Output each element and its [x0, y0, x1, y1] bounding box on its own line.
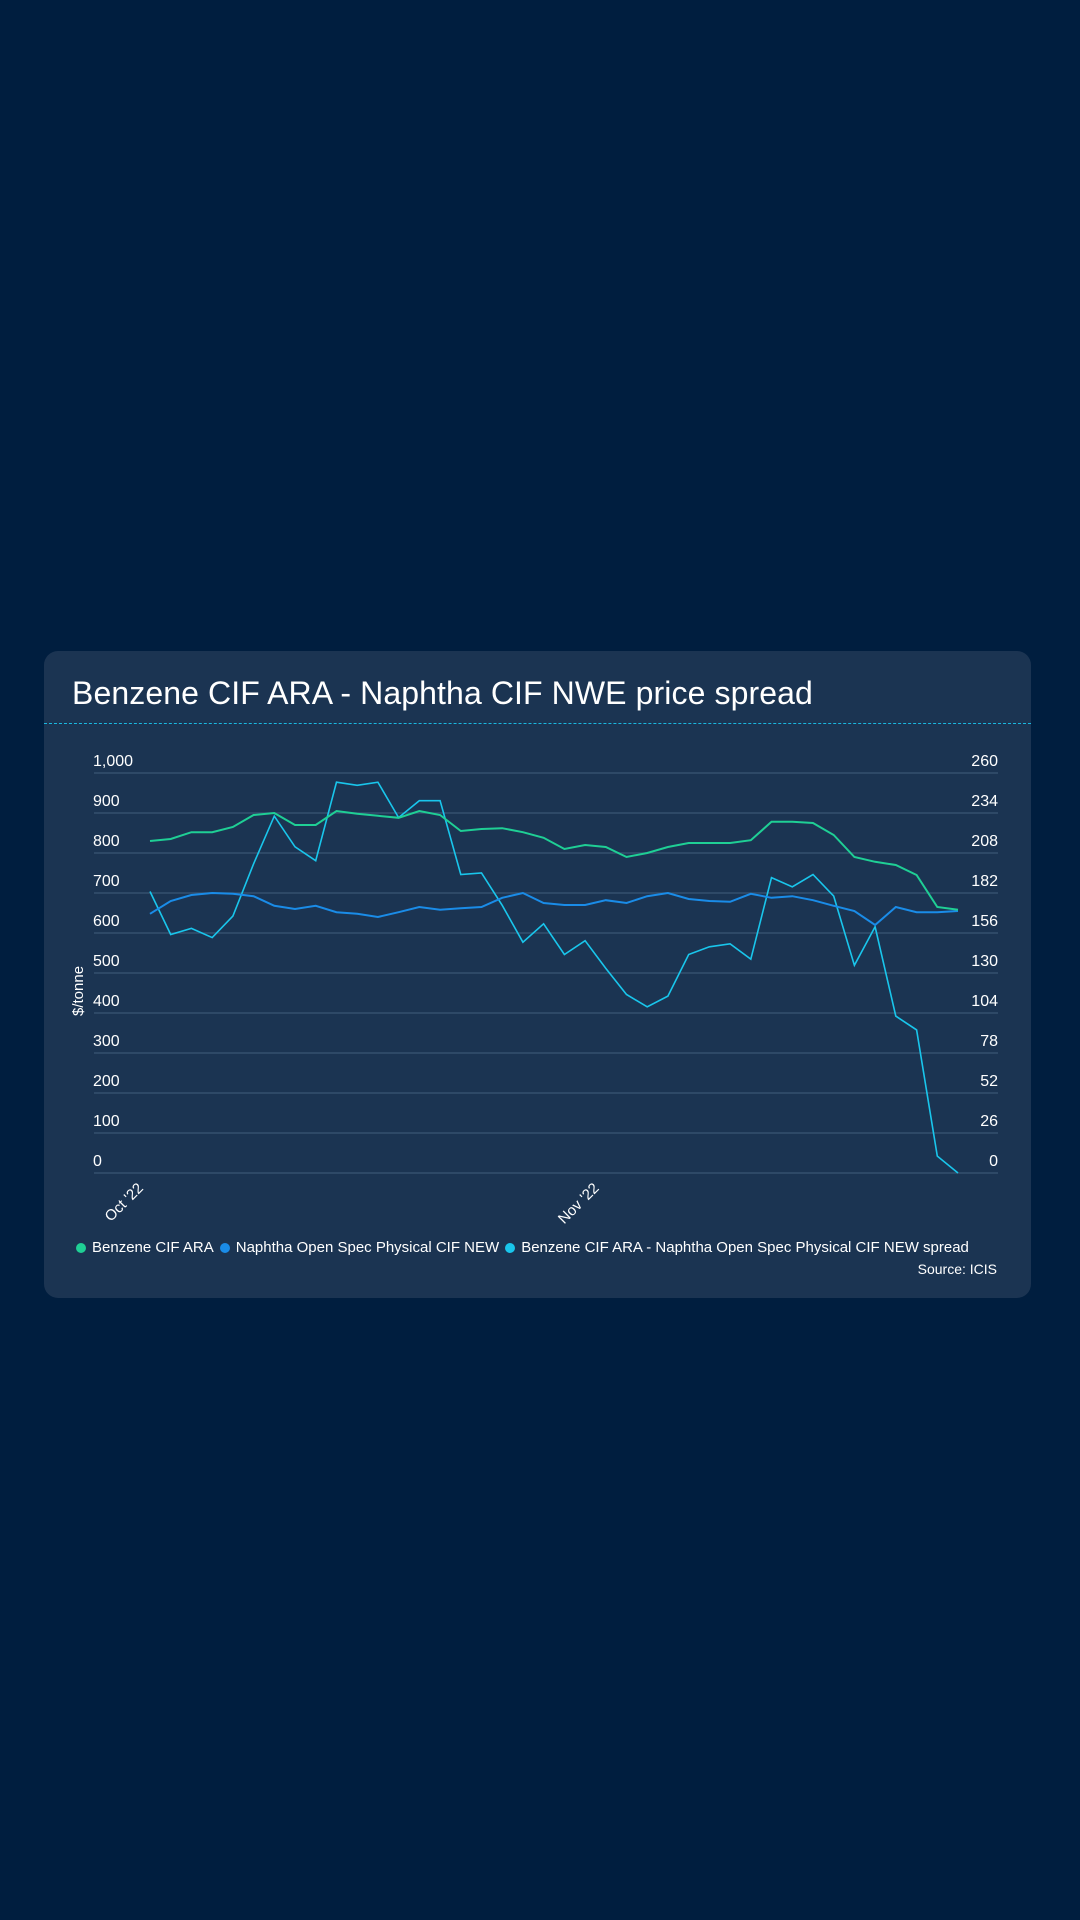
legend-item[interactable]: Naphtha Open Spec Physical CIF NEW — [219, 1239, 500, 1256]
y-tick-label: 600 — [93, 913, 120, 930]
y2-tick-label: 234 — [971, 793, 998, 810]
legend-dot-icon — [505, 1242, 516, 1253]
y2-tick-label: 260 — [971, 753, 998, 770]
chart-legend: Benzene CIF ARA Naphtha Open Spec Physica… — [76, 1239, 975, 1256]
y2-tick-label: 0 — [989, 1153, 998, 1170]
y-tick-label: 1,000 — [93, 753, 133, 770]
title-divider — [44, 723, 1031, 724]
y-tick-label: 200 — [93, 1073, 120, 1090]
x-tick-label: Nov '22 — [555, 1180, 603, 1228]
y-tick-label: 800 — [93, 833, 120, 850]
y-tick-label: 700 — [93, 873, 120, 890]
y2-tick-label: 156 — [971, 913, 998, 930]
legend-item[interactable]: Benzene CIF ARA - Naphtha Open Spec Phys… — [505, 1239, 969, 1256]
series-line-benzene — [149, 809, 959, 911]
y2-tick-label: 104 — [971, 993, 998, 1010]
series-line-naphtha — [149, 891, 959, 927]
y-tick-label: 0 — [93, 1153, 102, 1170]
y-tick-label: 400 — [93, 993, 120, 1010]
legend-label: Benzene CIF ARA — [92, 1239, 214, 1256]
y2-tick-label: 78 — [980, 1033, 998, 1050]
y-tick-label: 100 — [93, 1113, 120, 1130]
y-tick-label: 900 — [93, 793, 120, 810]
legend-dot-icon — [76, 1242, 86, 1253]
x-tick-label: Oct '22 — [102, 1180, 147, 1225]
line-chart: 0 100 200 300 400 500 600 700 800 900 1,000 0 26 52 7… — [70, 753, 998, 1228]
y2-tick-label: 182 — [971, 873, 998, 890]
chart-title: Benzene CIF ARA - Naphtha CIF NWE price … — [72, 675, 813, 711]
y2-tick-label: 130 — [971, 953, 998, 970]
chart-card: Benzene CIF ARA - Naphtha CIF NWE price … — [44, 651, 1031, 1298]
legend-label: Benzene CIF ARA - Naphtha Open Spec Phys… — [521, 1239, 969, 1256]
y2-tick-label: 52 — [980, 1073, 998, 1090]
legend-dot-icon — [219, 1242, 230, 1253]
series-line-spread — [149, 781, 959, 1174]
legend-item[interactable]: Benzene CIF ARA — [76, 1239, 214, 1256]
legend-label: Naphtha Open Spec Physical CIF NEW — [235, 1239, 500, 1256]
source-note: Source: ICIS — [917, 1261, 997, 1277]
y-axis-label: $/tonne — [70, 966, 87, 1016]
y-tick-label: 300 — [93, 1033, 120, 1050]
y2-tick-label: 26 — [980, 1113, 998, 1130]
y-tick-label: 500 — [93, 953, 120, 970]
y2-tick-label: 208 — [971, 833, 998, 850]
